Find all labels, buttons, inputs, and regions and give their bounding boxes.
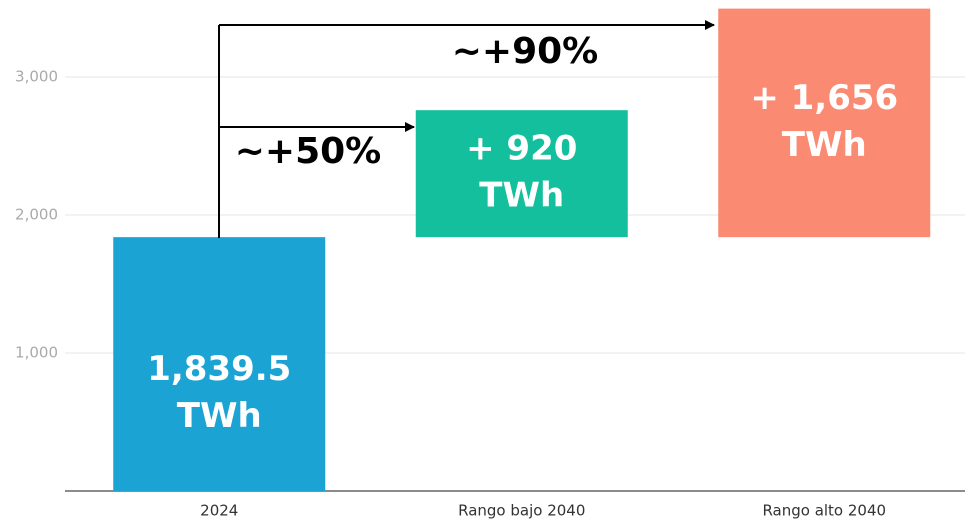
bars: 2024 1,839.5 TWh Rango bajo 2040 + 920 TWh Ran… [113,8,931,520]
y-tick-label: 3,000 [15,68,58,86]
bar [415,110,628,238]
value-label: + 1,656 [750,78,898,118]
value-label: + 920 [466,129,577,169]
bar [113,237,326,491]
annotation: ~+90% [452,31,599,72]
x-tick-label: Rango alto 2040 [762,502,886,520]
y-tick-label: 2,000 [15,206,58,224]
bar [718,8,931,238]
x-tick-label: 2024 [200,502,238,520]
annotation: ~+50% [235,131,382,172]
value-label: TWh [479,176,564,216]
value-label: TWh [177,396,262,436]
value-label: 1,839.5 [147,349,291,389]
value-label: TWh [782,125,867,165]
x-tick-label: Rango bajo 2040 [458,502,585,520]
y-tick-label: 1,000 [15,344,58,362]
